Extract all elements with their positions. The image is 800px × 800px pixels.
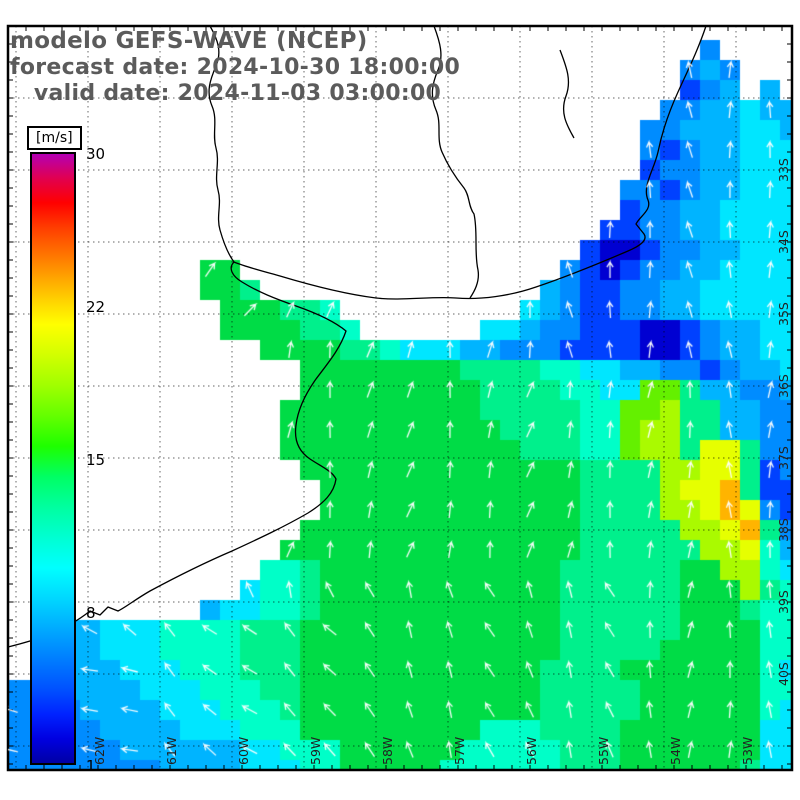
wave-direction-arrows bbox=[0, 0, 800, 800]
wave-forecast-map: modelo GEFS-WAVE (NCEP) forecast date: 2… bbox=[0, 0, 800, 800]
